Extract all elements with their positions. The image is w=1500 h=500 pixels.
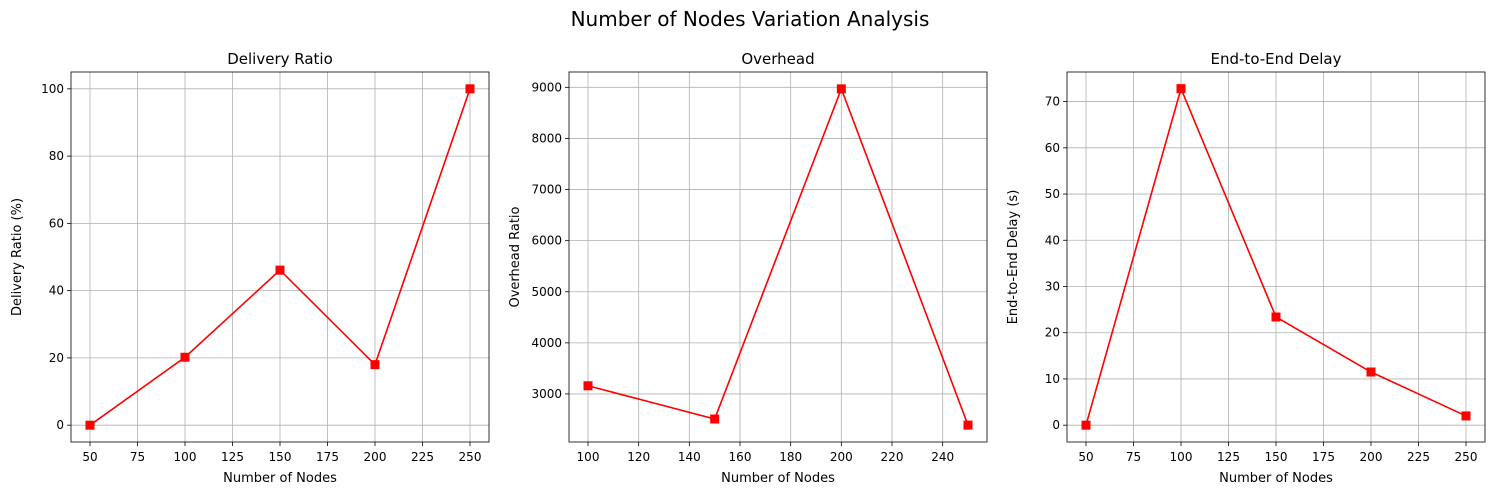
- chart-title: Delivery Ratio: [227, 50, 333, 68]
- data-point: [1461, 411, 1471, 421]
- y-axis-label: Overhead Ratio: [508, 206, 523, 307]
- x-tick-label: 150: [269, 450, 292, 464]
- x-tick-label: 200: [1360, 450, 1383, 464]
- series-line: [587, 86, 969, 426]
- data-point: [1081, 420, 1091, 430]
- chart-panel-3: 50 75 100 125 150 175 200 225 250 0 10 20 30 40 50 60 70…: [1006, 50, 1486, 486]
- data-point: [1271, 312, 1281, 322]
- y-axis-label: End-to-End Delay (s): [1006, 190, 1021, 325]
- data-point: [836, 84, 846, 94]
- y-tick-label: 6000: [531, 234, 562, 248]
- axes-frame: [568, 71, 988, 443]
- y-tick-label: 50: [1045, 187, 1060, 201]
- x-tick-label: 125: [1217, 450, 1240, 464]
- data-point: [465, 84, 475, 94]
- x-tick-label: 175: [316, 450, 339, 464]
- y-tick-label: 60: [49, 216, 64, 230]
- x-tick-label: 175: [1312, 450, 1335, 464]
- y-tick-label: 40: [49, 284, 64, 298]
- x-tick-label: 75: [130, 450, 145, 464]
- x-tick-label: 150: [1265, 450, 1288, 464]
- x-tick-label: 200: [830, 450, 853, 464]
- figure-title: Number of Nodes Variation Analysis: [571, 7, 930, 31]
- y-tick-label: 9000: [531, 80, 562, 94]
- y-tick-label: 5000: [531, 285, 562, 299]
- chart-title: Overhead: [741, 50, 814, 68]
- y-axis-label: Delivery Ratio (%): [10, 198, 25, 316]
- x-axis-label: Number of Nodes: [1219, 471, 1333, 486]
- y-tick-label: 20: [49, 351, 64, 365]
- data-point: [85, 420, 95, 430]
- x-tick-label: 125: [221, 450, 244, 464]
- y-tick-label: 8000: [531, 131, 562, 145]
- chart-panel-1: 50 75 100 125 150 175 200 225 250 0 20 40 60 80 100 Del…: [10, 50, 490, 486]
- x-tick-label: 120: [627, 450, 650, 464]
- x-tick-label: 225: [411, 450, 434, 464]
- data-point: [963, 420, 973, 430]
- y-tick-label: 20: [1045, 326, 1060, 340]
- data-point: [275, 265, 285, 275]
- y-tick-label: 7000: [531, 183, 562, 197]
- data-point: [710, 414, 720, 424]
- y-tick-label: 30: [1045, 279, 1060, 293]
- y-tick-label: 60: [1045, 141, 1060, 155]
- data-point: [1366, 367, 1376, 377]
- y-tick-label: 80: [49, 149, 64, 163]
- x-tick-label: 220: [881, 450, 904, 464]
- y-tick-label: 0: [56, 418, 64, 432]
- x-axis-label: Number of Nodes: [721, 471, 835, 486]
- y-tick-label: 3000: [531, 387, 562, 401]
- y-tick-label: 70: [1045, 95, 1060, 109]
- x-tick-label: 75: [1126, 450, 1141, 464]
- y-tick-label: 40: [1045, 233, 1060, 247]
- x-axis-label: Number of Nodes: [223, 471, 337, 486]
- data-point: [370, 360, 380, 370]
- x-tick-label: 250: [1455, 450, 1478, 464]
- x-tick-label: 140: [678, 450, 701, 464]
- x-tick-label: 200: [364, 450, 387, 464]
- y-tick-label: 4000: [531, 336, 562, 350]
- data-point: [1176, 84, 1186, 94]
- y-tick-label: 10: [1045, 372, 1060, 386]
- x-tick-label: 160: [729, 450, 752, 464]
- x-tick-label: 250: [459, 450, 482, 464]
- y-tick-label: 0: [1052, 418, 1060, 432]
- data-point: [180, 352, 190, 362]
- chart-title: End-to-End Delay: [1211, 50, 1342, 68]
- x-tick-label: 100: [1170, 450, 1193, 464]
- data-point: [583, 381, 593, 391]
- x-tick-label: 50: [1078, 450, 1093, 464]
- x-tick-label: 100: [577, 450, 600, 464]
- x-tick-label: 100: [174, 450, 197, 464]
- chart-panel-2: 100 120 140 160 180 200 220 240 3000 4000 5000 6000…: [508, 50, 988, 486]
- x-tick-label: 240: [931, 450, 954, 464]
- x-tick-label: 180: [779, 450, 802, 464]
- y-tick-label: 100: [41, 82, 64, 96]
- chart-panels: 50 75 100 125 150 175 200 225 250020406080100Del…: [10, 50, 1486, 486]
- x-tick-label: 50: [82, 450, 97, 464]
- x-tick-label: 225: [1407, 450, 1430, 464]
